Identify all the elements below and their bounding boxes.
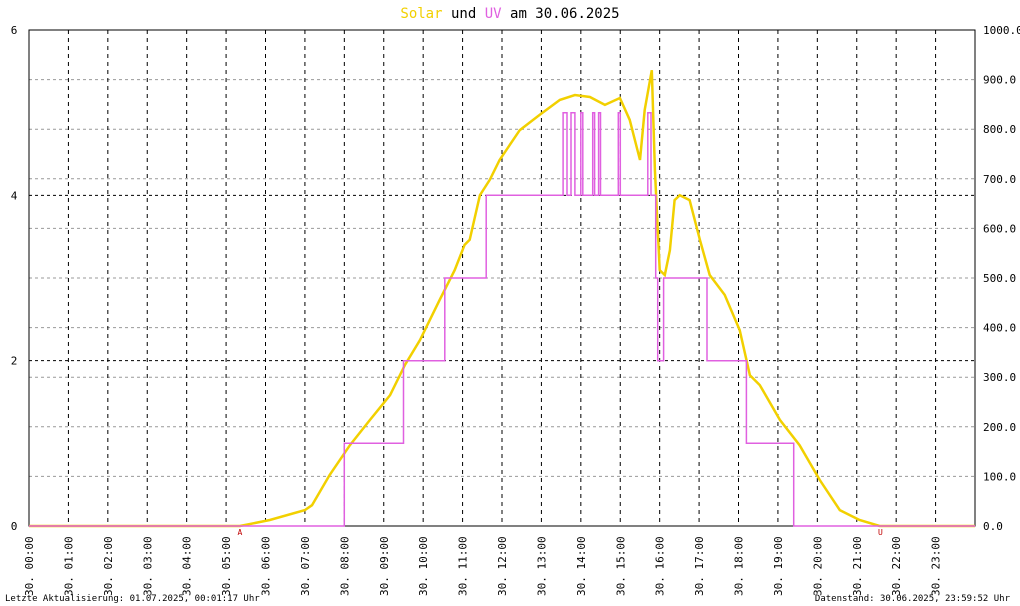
plot-border bbox=[28, 29, 976, 527]
x-tick-label: 30. 15:00 bbox=[614, 536, 627, 596]
footer-right: Datenstand: 30.06.2025, 23:59:52 Uhr bbox=[815, 594, 1011, 604]
x-tick-label: 30. 08:00 bbox=[338, 536, 351, 596]
x-tick-label: 30. 16:00 bbox=[654, 536, 667, 596]
series-line bbox=[29, 69, 975, 528]
x-tick-label: 30. 02:00 bbox=[102, 536, 115, 596]
x-tick-label: 30. 22:00 bbox=[890, 536, 903, 596]
y2-tick-label: 500.0 bbox=[983, 272, 1016, 285]
series-line bbox=[29, 111, 975, 527]
y-tick-label: 4 bbox=[11, 189, 18, 202]
y2-tick-label: 600.0 bbox=[983, 222, 1016, 235]
x-tick-label: 30. 05:00 bbox=[220, 536, 233, 596]
y2-tick-label: 700.0 bbox=[983, 173, 1016, 186]
y2-tick-label: 400.0 bbox=[983, 322, 1016, 335]
y2-tick-label: 1000.0 bbox=[983, 24, 1020, 37]
y2-tick-label: 300.0 bbox=[983, 371, 1016, 384]
x-tick-label: 30. 19:00 bbox=[772, 536, 785, 596]
y-tick-label: 6 bbox=[11, 24, 18, 37]
title-suffix: am 30.06.2025 bbox=[510, 6, 620, 22]
x-tick-label: 30. 21:00 bbox=[851, 536, 864, 596]
x-tick-label: 30. 11:00 bbox=[457, 536, 470, 596]
x-tick-label: 30. 20:00 bbox=[811, 536, 824, 596]
x-tick-label: 30. 09:00 bbox=[378, 536, 391, 596]
y2-tick-label: 100.0 bbox=[983, 470, 1016, 483]
x-tick-label: 30. 10:00 bbox=[417, 536, 430, 596]
x-tick-label: 30. 07:00 bbox=[299, 536, 312, 596]
annotation: U bbox=[878, 528, 883, 537]
x-tick-label: 30. 18:00 bbox=[733, 536, 746, 596]
x-tick-label: 30. 00:00 bbox=[23, 536, 36, 596]
x-tick-label: 30. 03:00 bbox=[141, 536, 154, 596]
annotation: A bbox=[237, 528, 242, 537]
x-tick-label: 30. 17:00 bbox=[693, 536, 706, 596]
footer-left: Letzte Aktualisierung: 01.07.2025, 00:01… bbox=[5, 594, 260, 604]
y2-tick-label: 0.0 bbox=[983, 520, 1003, 533]
title-solar: Solar bbox=[400, 6, 442, 22]
x-tick-label: 30. 12:00 bbox=[496, 536, 509, 596]
y2-tick-label: 900.0 bbox=[983, 74, 1016, 87]
y2-tick-label: 800.0 bbox=[983, 123, 1016, 136]
x-tick-label: 30. 13:00 bbox=[535, 536, 548, 596]
x-tick-label: 30. 23:00 bbox=[930, 536, 943, 596]
x-tick-label: 30. 04:00 bbox=[181, 536, 194, 596]
chart-title: Solar und UV am 30.06.2025 bbox=[400, 6, 619, 22]
y2-tick-label: 200.0 bbox=[983, 421, 1016, 434]
title-uv: UV bbox=[485, 6, 502, 22]
x-tick-label: 30. 14:00 bbox=[575, 536, 588, 596]
y-tick-label: 0 bbox=[11, 520, 18, 533]
title-connector: und bbox=[451, 6, 476, 22]
y-tick-label: 2 bbox=[11, 355, 18, 368]
x-tick-label: 30. 01:00 bbox=[62, 536, 75, 596]
x-tick-label: 30. 06:00 bbox=[260, 536, 273, 596]
